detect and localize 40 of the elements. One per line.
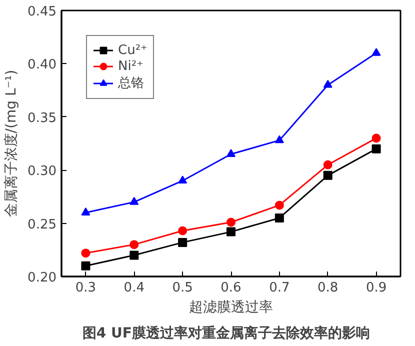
- point: [81, 261, 90, 270]
- point: [81, 248, 90, 258]
- y-tick-label: 0.20: [28, 270, 57, 286]
- point: [372, 144, 381, 154]
- y-tick-label: 0.40: [28, 58, 57, 73]
- point: [178, 238, 188, 247]
- point: [226, 218, 236, 227]
- legend-label: Cu²⁺: [118, 42, 148, 58]
- point: [274, 213, 284, 222]
- legend-label: 总铬: [118, 75, 144, 92]
- point: [323, 170, 332, 180]
- x-tick-label: 0.9: [366, 280, 387, 296]
- point: [130, 196, 139, 205]
- x-tick-label: 0.7: [269, 280, 290, 296]
- y-tick-label: 0.25: [28, 217, 57, 232]
- point: [178, 226, 188, 236]
- y-tick-label: 0.30: [28, 164, 57, 180]
- x-axis-title: 超滤膜透过率: [189, 300, 273, 316]
- y-axis-title: 金属离子浓度/(mg L⁻¹): [4, 70, 20, 218]
- point: [130, 250, 139, 260]
- x-tick-label: 0.5: [172, 280, 193, 296]
- x-tick-label: 0.6: [220, 280, 242, 296]
- x-tick-label: 0.3: [75, 280, 96, 296]
- point: [372, 134, 381, 143]
- y-tick-label: 0.35: [28, 110, 57, 126]
- point: [81, 208, 90, 216]
- point: [372, 48, 381, 56]
- x-tick-label: 0.8: [318, 280, 338, 296]
- point: [323, 160, 332, 170]
- point: [130, 240, 139, 250]
- point: [274, 200, 284, 210]
- y-tick-label: 0.45: [28, 4, 57, 20]
- point: [178, 176, 188, 184]
- legend-label: Ni²⁺: [118, 58, 144, 74]
- text: 图4 UF膜透过率对重金属离子去除效率的影响: [82, 324, 370, 342]
- point: [226, 227, 236, 236]
- point: [226, 149, 236, 157]
- point: [274, 135, 284, 144]
- x-tick-label: 0.4: [124, 280, 144, 296]
- point: [323, 80, 332, 88]
